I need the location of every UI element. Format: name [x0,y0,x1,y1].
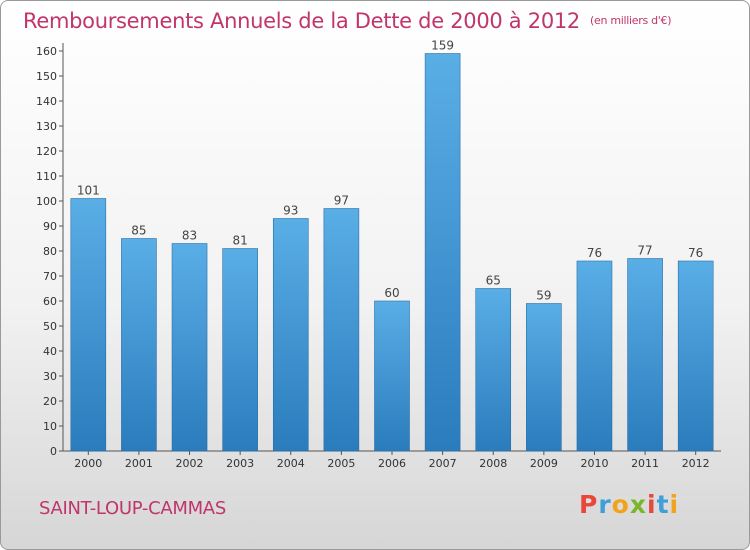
x-tick-label-2011: 2011 [631,457,659,470]
logo-letter: r [598,490,612,519]
x-tick-label-2006: 2006 [378,457,406,470]
bar-2008 [475,288,512,452]
y-tick-label: 80 [43,245,57,258]
data-label-2009: 59 [536,289,551,303]
bar-2011 [627,258,663,452]
proxiti-logo: Proxiti [579,490,679,519]
y-tick-label: 90 [43,220,57,233]
y-tick-label: 10 [43,420,57,433]
logo-letter: i [647,490,657,519]
data-label-2001: 85 [131,224,146,238]
y-tick-label: 110 [36,170,57,183]
x-tick-label-2005: 2005 [327,457,355,470]
data-label-2010: 76 [587,246,602,260]
bar-2009 [526,303,562,452]
chart-title: Remboursements Annuels de la Dette de 20… [23,9,671,33]
x-tick-label-2008: 2008 [479,457,507,470]
data-label-2003: 81 [233,234,248,248]
x-tick-label-2001: 2001 [125,457,153,470]
data-label-2007: 159 [431,39,454,53]
logo-letter: o [611,490,630,519]
x-tick-label-2007: 2007 [429,457,457,470]
y-tick-label: 20 [43,395,57,408]
y-tick-label: 120 [36,145,57,158]
x-tick-label-2004: 2004 [277,457,305,470]
logo-letter: P [579,490,599,519]
y-tick-label: 130 [36,120,57,133]
y-tick-label: 150 [36,70,57,83]
bar-2006 [374,300,410,452]
city-name: SAINT-LOUP-CAMMAS [39,498,226,519]
bar-2005 [323,208,360,452]
y-tick-label: 30 [43,370,57,383]
data-label-2011: 77 [637,244,652,258]
x-tick-label-2012: 2012 [682,457,710,470]
x-tick-label-2002: 2002 [176,457,204,470]
logo-letter: t [656,490,670,519]
data-label-2002: 83 [182,229,197,243]
bar-2010 [576,260,613,452]
y-tick-label: 140 [36,95,57,108]
bar-2000 [70,198,107,452]
x-tick-label-2003: 2003 [226,457,254,470]
y-tick-label: 60 [43,295,57,308]
x-tick-label-2009: 2009 [530,457,558,470]
bar-2002 [171,243,208,452]
bar-2007 [424,53,461,452]
bar-2004 [272,218,309,452]
data-label-2006: 60 [384,286,399,300]
y-tick-label: 70 [43,270,57,283]
y-tick-label: 160 [36,45,57,58]
chart-title-unit: (en milliers d'€) [590,14,672,27]
bar-2003 [222,248,258,452]
bar-2001 [121,238,157,452]
y-tick-label: 40 [43,345,57,358]
y-tick-label: 0 [50,445,57,458]
data-label-2005: 97 [334,194,349,208]
data-label-2000: 101 [77,184,100,198]
bar-2012 [677,260,714,452]
y-tick-label: 100 [36,195,57,208]
y-tick-label: 50 [43,320,57,333]
x-tick-label-2010: 2010 [580,457,608,470]
data-label-2012: 76 [688,246,703,260]
logo-letter: x [629,490,647,519]
chart-title-main: Remboursements Annuels de la Dette de 20… [23,9,580,33]
logo-letter: i [669,490,680,519]
x-tick-label-2000: 2000 [74,457,102,470]
data-label-2004: 93 [283,204,298,218]
data-label-2008: 65 [486,274,501,288]
